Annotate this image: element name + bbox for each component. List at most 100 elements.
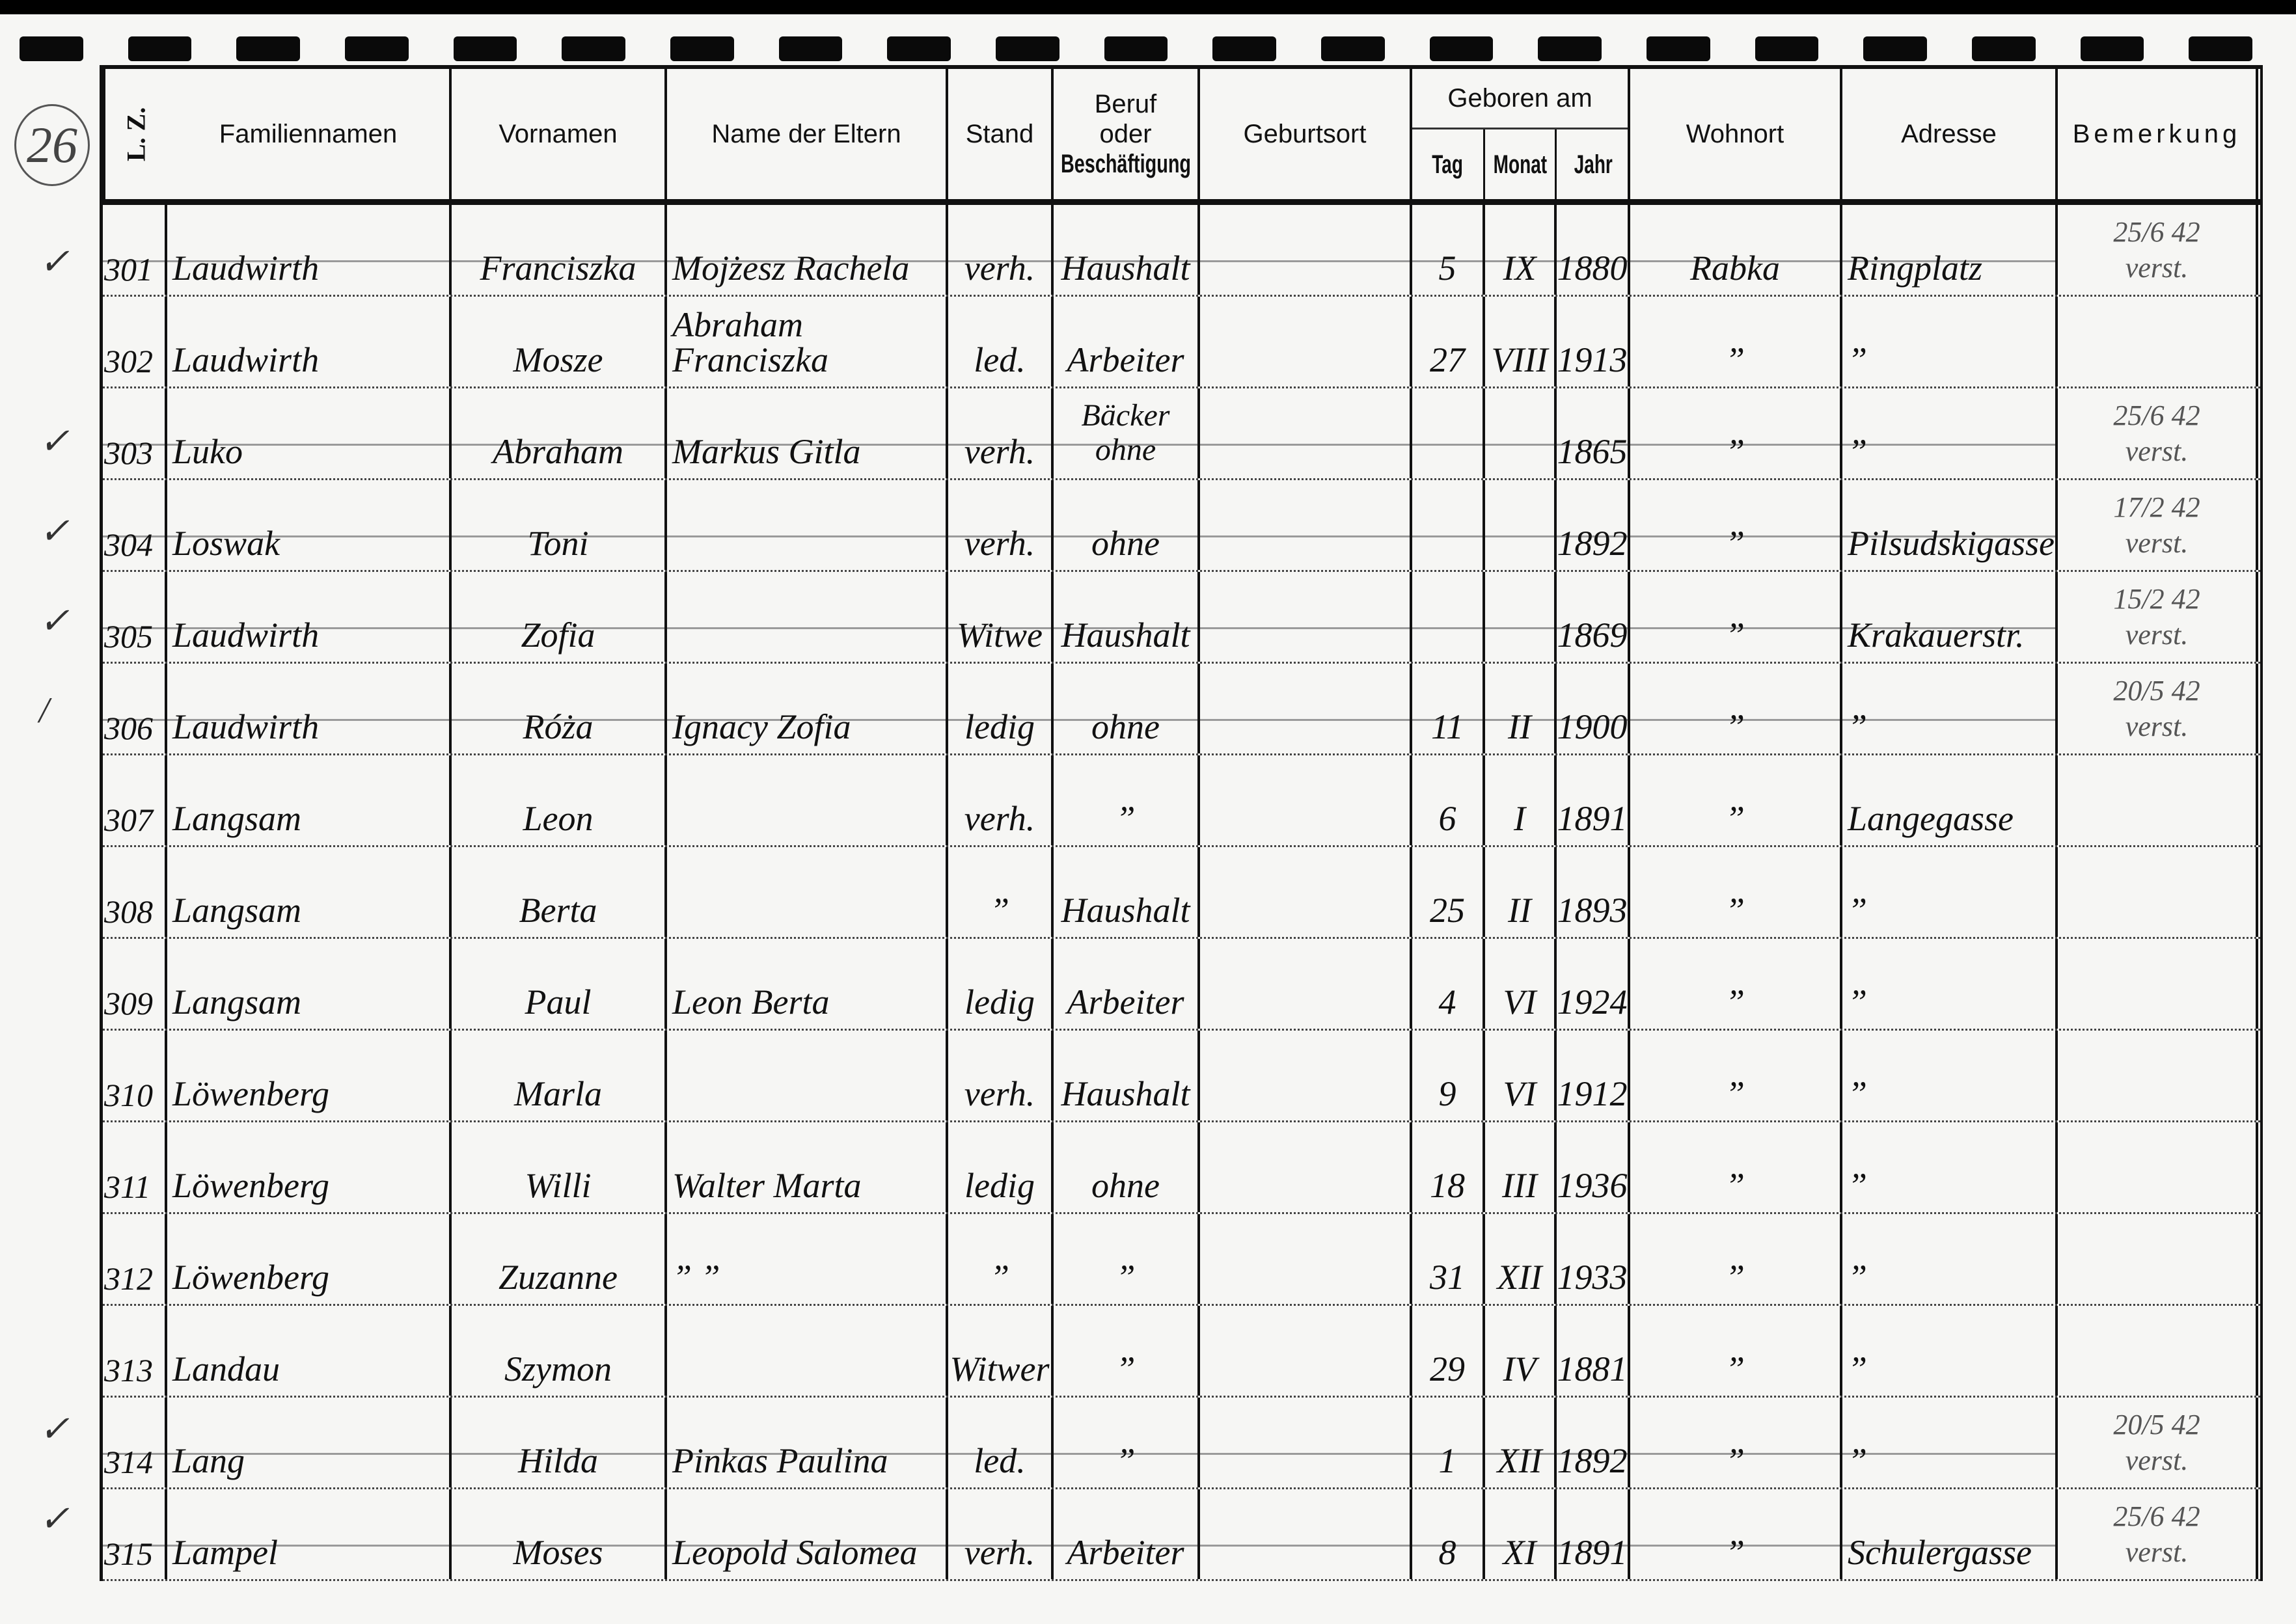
header-parents: Name der Eltern — [667, 69, 948, 199]
cell-tag: 6 — [1412, 755, 1485, 845]
table-row: 310 Löwenberg Marla verh. Haushalt 9 VI 1912”” — [103, 1031, 2260, 1122]
header-geburtsort: Geburtsort — [1200, 69, 1412, 199]
cell-monat: III — [1485, 1122, 1557, 1212]
cell-adresse: ” — [1842, 1398, 2058, 1487]
cell-stand: ledig — [948, 939, 1054, 1029]
cell-first: Hilda — [452, 1398, 667, 1487]
cell-beruf: ohne — [1054, 480, 1200, 570]
cell-parents: Leon Berta — [667, 939, 948, 1029]
cell-beruf: Haushalt — [1054, 847, 1200, 937]
remark-note: verst. — [2125, 252, 2189, 284]
cell-monat: VIII — [1485, 297, 1557, 386]
cell-first: Paul — [452, 939, 667, 1029]
table-row: 307 Langsam Leon verh.” 6 I 1891” Langegasse — [103, 755, 2260, 847]
cell-wohnort: ” — [1630, 480, 1842, 570]
cell-family: Luko — [167, 388, 452, 478]
cell-bemerkung — [2058, 1031, 2258, 1120]
cell-lz: 307 — [103, 755, 167, 845]
cell-bemerkung — [2058, 1122, 2258, 1212]
sprocket-hole — [1212, 36, 1277, 61]
cell-bemerkung: 20/5 42 verst. — [2058, 1398, 2258, 1487]
cell-family: Loswak — [167, 480, 452, 570]
cell-wohnort: Rabka — [1630, 205, 1842, 295]
cell-adresse: ” — [1842, 1122, 2058, 1212]
cell-first: Willi — [452, 1122, 667, 1212]
cell-family: Lampel — [167, 1489, 452, 1579]
sprocket-hole — [887, 36, 951, 61]
header-geboren: Geboren am Tag Monat Jahr — [1412, 69, 1630, 199]
cell-tag: 25 — [1412, 847, 1485, 937]
cell-wohnort: ” — [1630, 847, 1842, 937]
cell-lz: 315 — [103, 1489, 167, 1579]
cell-lz: 313 — [103, 1306, 167, 1396]
cell-wohnort: ” — [1630, 572, 1842, 662]
cell-lz: 309 — [103, 939, 167, 1029]
cell-parents: Markus Gitla — [667, 388, 948, 478]
cell-parents — [667, 572, 948, 662]
remark-date: 15/2 42 — [2113, 583, 2200, 615]
cell-first: Toni — [452, 480, 667, 570]
cell-geburtsort — [1200, 205, 1412, 295]
cell-jahr: 1936 — [1557, 1122, 1630, 1212]
cell-tag: 4 — [1412, 939, 1485, 1029]
cell-adresse: ” — [1842, 664, 2058, 753]
cell-monat — [1485, 388, 1557, 478]
sprocket-hole — [996, 36, 1059, 61]
cell-jahr: 1865 — [1557, 388, 1630, 478]
strike-through-line — [103, 719, 2055, 721]
table-row: 302 Laudwirth Mosze Abraham Franciszka led. A… — [103, 297, 2260, 388]
cell-stand: verh. — [948, 1489, 1054, 1579]
cell-stand: Witwer — [948, 1306, 1054, 1396]
sprocket-hole — [1647, 36, 1710, 61]
cell-wohnort: ” — [1630, 388, 1842, 478]
cell-family: Löwenberg — [167, 1031, 452, 1120]
cell-wohnort: ” — [1630, 1398, 1842, 1487]
cell-stand: verh. — [948, 755, 1054, 845]
cell-wohnort: ” — [1630, 664, 1842, 753]
cell-beruf: Haushalt — [1054, 572, 1200, 662]
cell-stand: ” — [948, 1214, 1054, 1304]
cell-bemerkung: 20/5 42 verst. — [2058, 664, 2258, 753]
cell-beruf: ohne — [1054, 1122, 1200, 1212]
cell-adresse: ” — [1842, 388, 2058, 478]
header-beruf-2: oder — [1099, 120, 1152, 148]
cell-family: Langsam — [167, 755, 452, 845]
cell-first: Róża — [452, 664, 667, 753]
header-wohnort: Wohnort — [1630, 69, 1842, 199]
remark-note: verst. — [2125, 527, 2189, 559]
cell-first: Abraham — [452, 388, 667, 478]
cell-family: Langsam — [167, 939, 452, 1029]
remark-note: verst. — [2125, 1444, 2189, 1476]
cell-family: Laudwirth — [167, 664, 452, 753]
cell-geburtsort — [1200, 1489, 1412, 1579]
sprocket-hole — [1972, 36, 2036, 61]
strike-through-line — [103, 444, 2055, 446]
cell-stand: ledig — [948, 1122, 1054, 1212]
cell-parents — [667, 1031, 948, 1120]
cell-monat: XI — [1485, 1489, 1557, 1579]
cell-bemerkung: 25/6 42 verst. — [2058, 1489, 2258, 1579]
cell-beruf: Arbeiter — [1054, 297, 1200, 386]
cell-monat — [1485, 480, 1557, 570]
cell-jahr: 1892 — [1557, 1398, 1630, 1487]
cell-parents: Abraham Franciszka — [667, 297, 948, 386]
sprocket-hole — [20, 36, 83, 61]
sprocket-hole — [778, 36, 843, 61]
table-row: 308 Langsam Berta” Haushalt 25 II 1893”” — [103, 847, 2260, 939]
cell-bemerkung: 15/2 42 verst. — [2058, 572, 2258, 662]
remark-date: 25/6 42 — [2113, 1500, 2200, 1532]
cell-lz: 306 — [103, 664, 167, 753]
cell-adresse: ” — [1842, 1306, 2058, 1396]
cell-lz: 305 — [103, 572, 167, 662]
cell-bemerkung: 25/6 42 verst. — [2058, 205, 2258, 295]
header-beruf: Beruf oder Beschäftigung — [1054, 69, 1200, 199]
cell-tag: 5 — [1412, 205, 1485, 295]
cell-wohnort: ” — [1630, 939, 1842, 1029]
cell-stand: led. — [948, 1398, 1054, 1487]
cell-parents: ” ” — [667, 1214, 948, 1304]
sprocket-hole — [453, 36, 517, 61]
cell-family: Landau — [167, 1306, 452, 1396]
cell-family: Laudwirth — [167, 297, 452, 386]
cell-monat: XII — [1485, 1398, 1557, 1487]
cell-bemerkung: 17/2 42 verst. — [2058, 480, 2258, 570]
